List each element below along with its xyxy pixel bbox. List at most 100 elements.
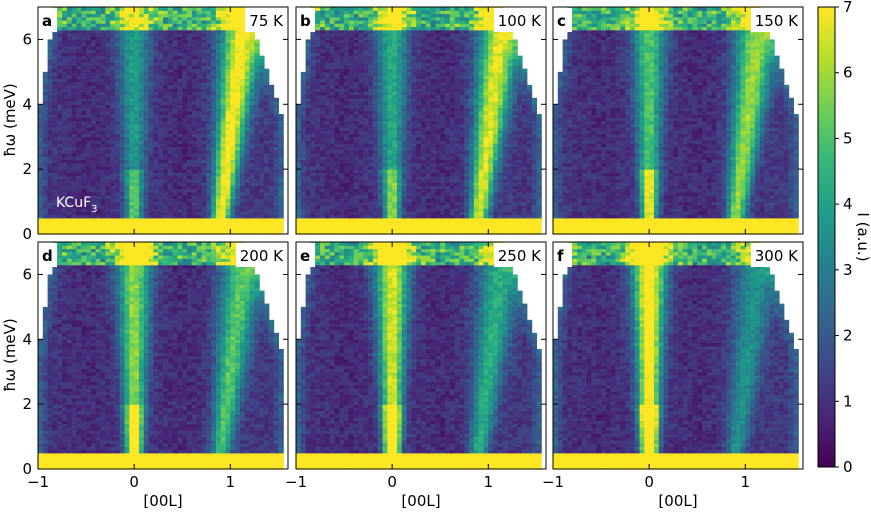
heatmap-cell [230,26,236,31]
heatmap-cell [95,208,102,212]
heatmap-cell [105,45,111,50]
heatmap-cell [90,36,97,41]
heatmap-cell [81,62,87,66]
heatmap-cell [310,221,316,225]
heatmap-cell [235,175,241,180]
heatmap-cell [493,221,499,225]
heatmap-cell [273,204,279,209]
heatmap-cell [163,204,169,209]
heatmap-cell [425,195,432,199]
heatmap-cell [401,227,408,232]
heatmap-cell [187,78,193,83]
heatmap-cell [201,117,207,122]
heatmap-cell [425,169,432,173]
heatmap-cell [339,208,345,212]
heatmap-cell [95,104,102,109]
heatmap-cell [114,36,121,41]
heatmap-cell [57,188,63,193]
heatmap-cell [38,133,44,138]
heatmap-cell [215,7,222,11]
heatmap-cell [172,42,179,47]
heatmap-cell [206,123,212,128]
heatmap-cell [206,71,212,76]
heatmap-cell [129,71,135,76]
heatmap-cell [329,224,336,229]
heatmap-cell [119,146,126,151]
heatmap-cell [153,71,159,76]
heatmap-cell [315,182,321,186]
heatmap-cell [445,182,451,186]
heatmap-cell [90,88,97,92]
heatmap-cell [90,114,97,118]
heatmap-cell [110,81,116,86]
heatmap-cell [148,123,154,128]
heatmap-cell [244,32,251,37]
heatmap-cell [201,29,207,34]
heatmap-cell [244,224,251,229]
heatmap-cell [244,58,251,63]
heatmap-cell [263,136,270,141]
heatmap-cell [211,221,217,225]
heatmap-cell [244,208,251,212]
heatmap-cell [148,191,154,196]
heatmap-cell [215,126,222,131]
heatmap-cell [196,75,203,79]
heatmap-cell [119,49,126,53]
heatmap-cell [134,10,140,15]
heatmap-cell [172,114,179,118]
heatmap-cell [201,159,207,164]
heatmap-cell [119,211,126,216]
heatmap-cell [182,29,188,34]
heatmap-cell [334,175,340,180]
heatmap-cell [196,178,203,183]
heatmap-cell [235,107,241,112]
heatmap-cell [254,84,260,89]
heatmap-cell [300,195,307,199]
heatmap-cell [478,221,485,225]
heatmap-cell [172,175,179,180]
heatmap-cell [305,204,312,209]
heatmap-cell [182,159,188,164]
heatmap-cell [196,88,203,92]
heatmap-cell [119,214,126,219]
heatmap-cell [81,16,87,21]
heatmap-cell [138,62,145,66]
heatmap-cell [310,208,316,212]
heatmap-cell [445,204,451,209]
heatmap-cell [76,16,82,21]
heatmap-cell [334,162,340,167]
heatmap-cell [196,195,203,199]
heatmap-cell [406,221,412,225]
heatmap-cell [95,185,102,190]
heatmap-cell [249,165,255,170]
heatmap-cell [230,29,236,34]
heatmap-cell [138,49,145,53]
heatmap-cell [435,182,441,186]
heatmap-cell [220,107,227,112]
heatmap-cell [187,7,193,11]
heatmap-cell [521,204,528,209]
heatmap-cell [129,110,135,115]
heatmap-cell [182,182,188,186]
heatmap-cell [196,45,203,50]
heatmap-cell [47,130,54,135]
heatmap-cell [124,227,130,232]
heatmap-cell [105,71,111,76]
heatmap-cell [268,217,275,222]
heatmap-cell [478,230,485,235]
heatmap-cell [268,104,275,109]
heatmap-cell [105,123,111,128]
heatmap-cell [329,191,336,196]
heatmap-cell [196,32,203,37]
heatmap-cell [119,185,126,190]
heatmap-cell [259,188,265,193]
heatmap-cell [167,71,174,76]
heatmap-cell [211,68,217,73]
heatmap-cell [86,16,92,21]
heatmap-cell [230,94,236,99]
heatmap-cell [215,104,222,109]
heatmap-cell [430,211,437,216]
heatmap-cell [124,182,130,186]
heatmap-cell [449,185,456,190]
heatmap-cell [201,156,207,161]
